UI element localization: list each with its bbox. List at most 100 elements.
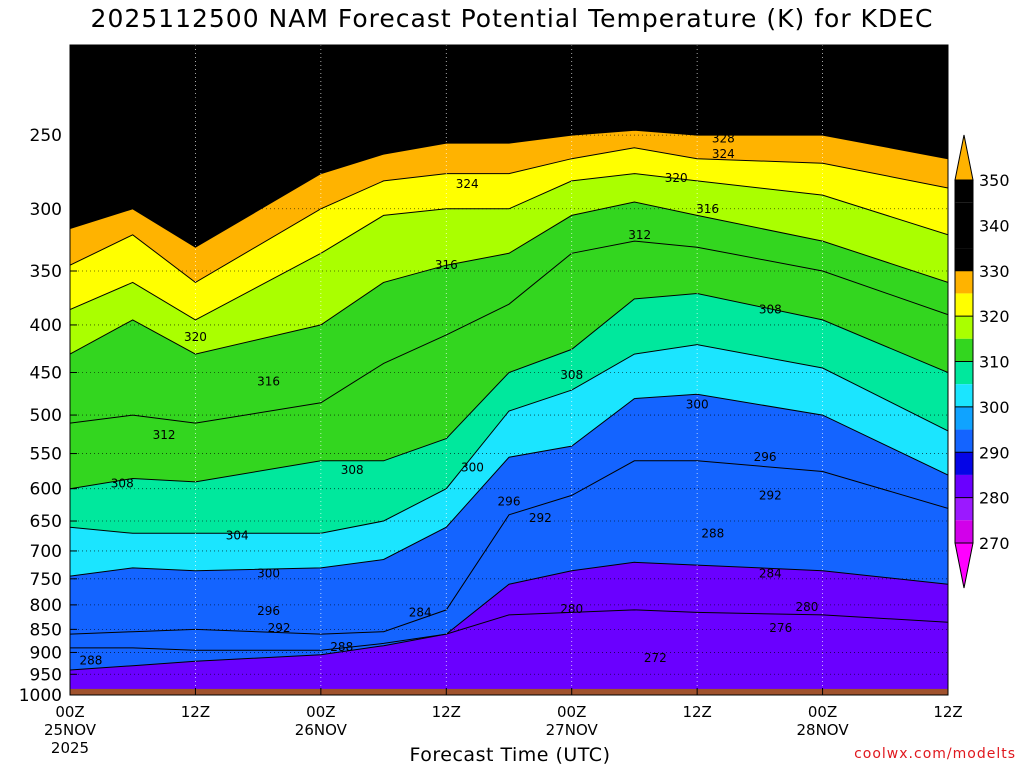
contour-label: 312 bbox=[628, 228, 651, 242]
isentrope-300 bbox=[70, 393, 948, 577]
colorbar-extend-bottom bbox=[954, 542, 974, 589]
contour-label: 324 bbox=[712, 147, 735, 161]
x-tick-date: 25NOV bbox=[44, 721, 97, 739]
isentropes bbox=[70, 48, 948, 671]
y-tick-label: 600 bbox=[30, 480, 62, 500]
contour-label: 308 bbox=[560, 368, 583, 382]
ground-surface bbox=[70, 688, 948, 695]
x-tick-label: 00Z bbox=[557, 703, 586, 721]
colorbar-band bbox=[955, 248, 973, 271]
colorbar-label: 340 bbox=[979, 216, 1010, 235]
contour-label: 316 bbox=[435, 258, 458, 272]
contour-label: 296 bbox=[754, 450, 777, 464]
colorbar-label: 350 bbox=[979, 171, 1010, 190]
y-tick-label: 950 bbox=[30, 665, 62, 685]
y-axis: 250 300 350 400 450 500 550 600 650 700 750 800 850 9… bbox=[19, 126, 77, 706]
contour-label: 340 bbox=[712, 76, 735, 90]
x-tick-label: 12Z bbox=[181, 703, 210, 721]
colorbar-band bbox=[955, 429, 973, 453]
contour-label: 340 bbox=[153, 58, 176, 72]
contour-label: 300 bbox=[686, 397, 709, 411]
contour-labels: 340 344 336 332 332 344 340 336 332 328 324 324 320 3… bbox=[79, 48, 818, 667]
colorbar-band bbox=[955, 520, 973, 543]
colorbar-label: 300 bbox=[979, 398, 1010, 417]
contour-label: 272 bbox=[644, 651, 667, 665]
contour-label: 292 bbox=[268, 621, 291, 635]
contour-label: 336 bbox=[189, 94, 212, 108]
x-tick-label: 12Z bbox=[933, 703, 962, 721]
isentrope-312 bbox=[70, 240, 948, 424]
colorbar-band bbox=[955, 225, 973, 249]
x-tick-date: 28NOV bbox=[797, 721, 850, 739]
x-tick-label: 12Z bbox=[682, 703, 711, 721]
y-tick-label: 700 bbox=[30, 542, 62, 562]
contour-label: 304 bbox=[226, 529, 249, 543]
contour-label: 276 bbox=[769, 621, 792, 635]
contour-label: 332 bbox=[790, 107, 813, 121]
isentrope-280 bbox=[70, 609, 948, 651]
x-tick-year: 2025 bbox=[51, 739, 89, 757]
colorbar-band bbox=[955, 474, 973, 498]
contour-label: 344 bbox=[257, 48, 280, 62]
isentrope-304 bbox=[70, 344, 948, 534]
contour-label: 280 bbox=[560, 602, 583, 616]
isentrope-336 bbox=[70, 82, 948, 136]
y-tick-label: 650 bbox=[30, 512, 62, 532]
colorbar-band bbox=[955, 384, 973, 407]
contour-label: 288 bbox=[79, 653, 102, 667]
colorbar-band bbox=[955, 293, 973, 317]
contour-label: 332 bbox=[393, 115, 416, 129]
contour-label: 300 bbox=[461, 460, 484, 474]
y-tick-label: 1000 bbox=[19, 686, 62, 706]
isentrope-292 bbox=[70, 460, 948, 635]
plot-frame bbox=[69, 44, 949, 696]
isentrope-344 bbox=[70, 48, 948, 62]
contour-label: 296 bbox=[257, 604, 280, 618]
isentrope-340 bbox=[70, 60, 948, 94]
y-tick-label: 900 bbox=[30, 643, 62, 663]
contour-label: 328 bbox=[712, 131, 735, 145]
colorbar-label: 310 bbox=[979, 353, 1010, 372]
x-tick-label: 00Z bbox=[306, 703, 335, 721]
colorbar-band bbox=[955, 202, 973, 226]
y-tick-label: 350 bbox=[30, 262, 62, 282]
y-tick-label: 250 bbox=[30, 126, 62, 146]
contour-label: 344 bbox=[524, 62, 547, 76]
contour-label: 284 bbox=[409, 605, 432, 619]
contour-label: 332 bbox=[147, 155, 170, 169]
y-tick-label: 500 bbox=[30, 406, 62, 426]
contour-label: 280 bbox=[795, 600, 818, 614]
y-tick-label: 850 bbox=[30, 620, 62, 640]
contour-label: 296 bbox=[498, 494, 521, 508]
colorbar-extend-top bbox=[954, 134, 974, 181]
theta-field bbox=[70, 45, 948, 695]
colorbar-band bbox=[955, 316, 973, 339]
contour-label: 308 bbox=[759, 303, 782, 317]
y-tick-label: 800 bbox=[30, 596, 62, 616]
contour-label: 292 bbox=[759, 488, 782, 502]
x-tick-label: 00Z bbox=[808, 703, 837, 721]
contour-label: 320 bbox=[665, 171, 688, 185]
colorbar-band bbox=[955, 270, 973, 294]
contour-label: 308 bbox=[341, 463, 364, 477]
x-tick-label: 00Z bbox=[55, 703, 84, 721]
isentrope-288 bbox=[70, 561, 948, 671]
y-tick-label: 550 bbox=[30, 445, 62, 465]
y-tick-label: 300 bbox=[30, 200, 62, 220]
contour-label: 284 bbox=[759, 566, 782, 580]
contour-label: 320 bbox=[184, 330, 207, 344]
x-tick-label: 12Z bbox=[432, 703, 461, 721]
contour-label: 336 bbox=[717, 94, 740, 108]
contour-label: 316 bbox=[696, 202, 719, 216]
colorbar-label: 270 bbox=[979, 534, 1010, 553]
colorbar-label: 330 bbox=[979, 262, 1010, 281]
colorbar-band bbox=[955, 338, 973, 362]
colorbar-label: 290 bbox=[979, 443, 1010, 462]
contour-label: 300 bbox=[257, 566, 280, 580]
colorbar-label: 320 bbox=[979, 307, 1010, 326]
contour-label: 288 bbox=[701, 526, 724, 540]
colorbar-band bbox=[955, 406, 973, 430]
isentrope-332 bbox=[70, 109, 948, 210]
colorbar-band bbox=[955, 452, 973, 475]
